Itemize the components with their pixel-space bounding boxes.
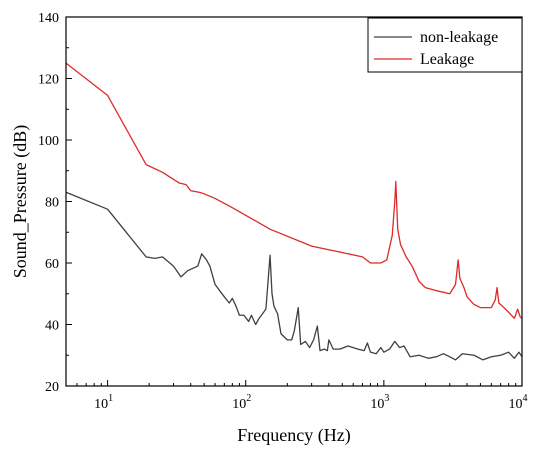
series-line-non-leakage bbox=[65, 191, 523, 361]
y-tick-label: 140 bbox=[38, 11, 59, 26]
y-tick-label: 80 bbox=[45, 196, 59, 211]
y-tick-label: 60 bbox=[45, 257, 59, 272]
x-tick-label: 101 bbox=[94, 393, 113, 412]
y-tick-label: 40 bbox=[45, 319, 59, 334]
y-tick-label: 120 bbox=[38, 73, 59, 88]
y-tick-label: 20 bbox=[45, 380, 59, 395]
legend-label: Leakage bbox=[420, 51, 474, 68]
legend-label: non-leakage bbox=[420, 29, 498, 46]
y-tick-label: 100 bbox=[38, 134, 59, 149]
x-axis-title: Frequency (Hz) bbox=[237, 425, 350, 446]
legend-box bbox=[367, 17, 523, 73]
plot-area: 20 40 60 80 100 120 140 101 102 103 104 Frequency (… bbox=[10, 11, 528, 446]
y-axis-title: Sound_Pressure (dB) bbox=[10, 125, 31, 279]
series-line-leakage bbox=[65, 62, 523, 320]
x-tick-label: 103 bbox=[370, 393, 389, 412]
x-tick-label: 104 bbox=[509, 393, 528, 412]
x-tick-label: 102 bbox=[232, 393, 251, 412]
